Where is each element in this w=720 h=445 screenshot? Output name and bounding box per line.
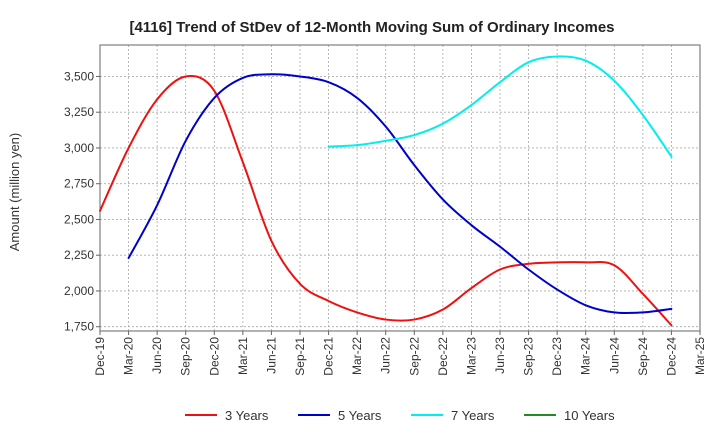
x-tick-label: Jun-20: [150, 337, 164, 374]
legend-label-3-years: 3 Years: [225, 408, 269, 423]
x-tick-label: Jun-24: [607, 337, 621, 374]
x-tick-label: Dec-20: [207, 337, 221, 376]
plot-frame: [99, 44, 701, 332]
y-tick-label: 3,000: [64, 141, 94, 155]
axes: 1,750 2,000 2,250 2,500 2,750 3,000 3,250 3,500…: [64, 44, 707, 376]
x-tick-label: Dec-22: [436, 337, 450, 376]
x-tick-label: Mar-21: [236, 337, 250, 375]
legend-label-5-years: 5 Years: [338, 408, 382, 423]
y-tick-label: 1,750: [64, 320, 94, 334]
series-line-5-years: [127, 73, 673, 315]
y-tick-label: 2,250: [64, 248, 94, 262]
x-tick-label: Jun-21: [264, 337, 278, 374]
x-tick-label: Dec-24: [664, 337, 678, 376]
x-tick-label: Dec-21: [322, 337, 336, 376]
chart-title: [4116] Trend of StDev of 12-Month Moving…: [129, 19, 614, 36]
x-tick-label: Sep-20: [179, 337, 193, 376]
y-tick-label: 2,000: [64, 284, 94, 298]
series-line-7-years: [327, 55, 673, 158]
x-tick-label: Jun-23: [493, 337, 507, 374]
x-tick-label: Mar-23: [464, 337, 478, 375]
series-lines: [99, 55, 673, 327]
y-axis-title: Amount (million yen): [7, 133, 22, 252]
x-tick-label: Dec-19: [93, 337, 107, 376]
x-tick-label: Mar-20: [122, 337, 136, 375]
x-tick-label: Sep-24: [636, 337, 650, 376]
x-tick-label: Mar-22: [350, 337, 364, 375]
x-tick-label: Dec-23: [550, 337, 564, 376]
gridlines: [99, 45, 701, 331]
x-tick-label: Sep-21: [293, 337, 307, 376]
y-tick-label: 2,500: [64, 212, 94, 226]
y-tick-label: 3,250: [64, 105, 94, 119]
legend-label-10-years: 10 Years: [564, 408, 615, 423]
legend: 3 Years 5 Years 7 Years 10 Years: [185, 408, 615, 423]
x-tick-label: Jun-22: [379, 337, 393, 374]
x-tick-label: Sep-23: [522, 337, 536, 376]
y-tick-label: 2,750: [64, 177, 94, 191]
x-tick-label: Mar-24: [579, 337, 593, 375]
series-line-3-years: [99, 75, 673, 327]
x-tick-label: Sep-22: [407, 337, 421, 376]
legend-label-7-years: 7 Years: [451, 408, 495, 423]
y-tick-label: 3,500: [64, 69, 94, 83]
x-tick-label: Mar-25: [693, 337, 707, 375]
